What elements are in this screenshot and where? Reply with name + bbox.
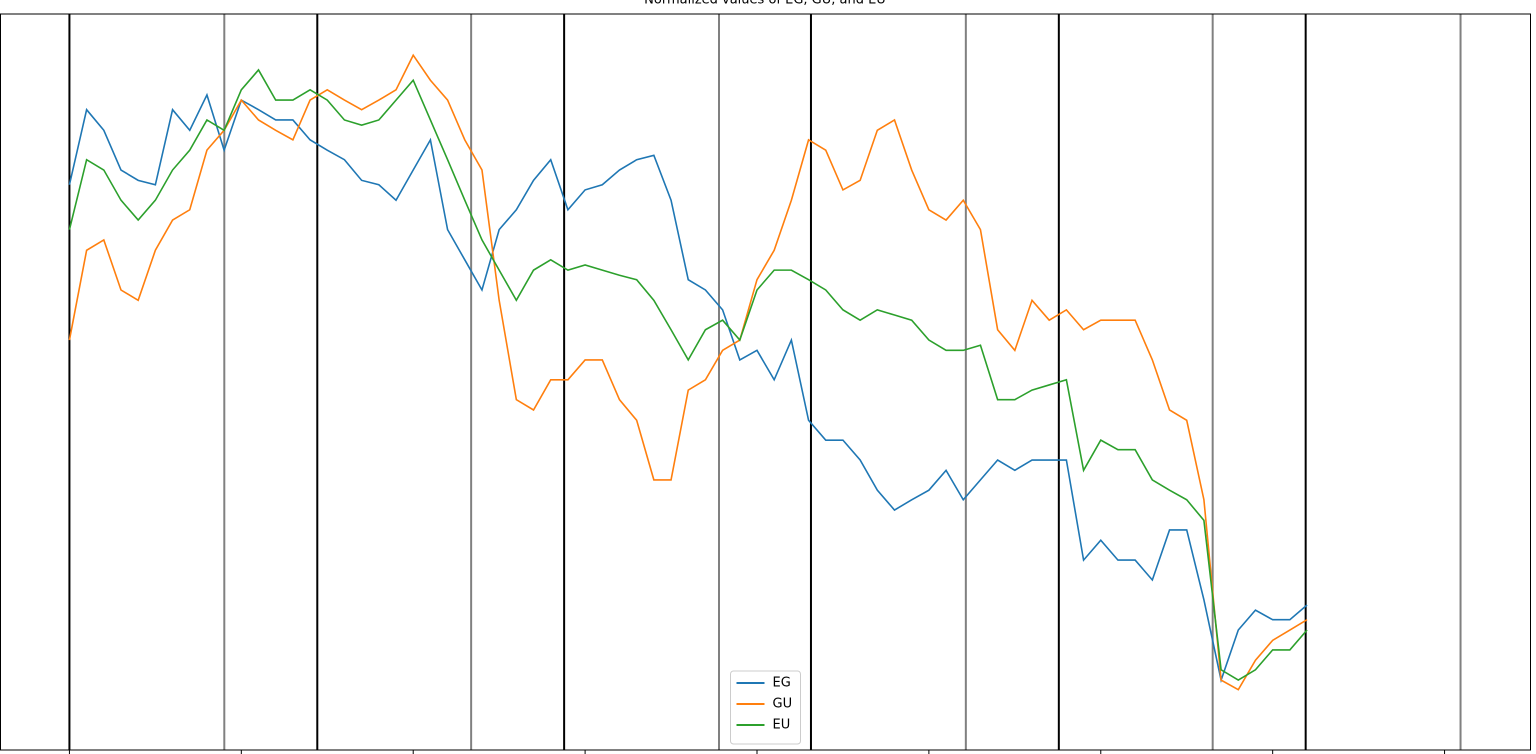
series-line <box>68 68 1308 682</box>
legend-label: EG <box>773 676 791 691</box>
legend-label: EU <box>773 718 791 733</box>
series-line <box>68 53 1308 691</box>
series-line <box>68 92 1308 684</box>
plot-frame <box>0 13 1531 751</box>
legend-label: GU <box>773 697 793 712</box>
chart-title: Normalized values of EG, GU, and EU <box>644 0 886 8</box>
